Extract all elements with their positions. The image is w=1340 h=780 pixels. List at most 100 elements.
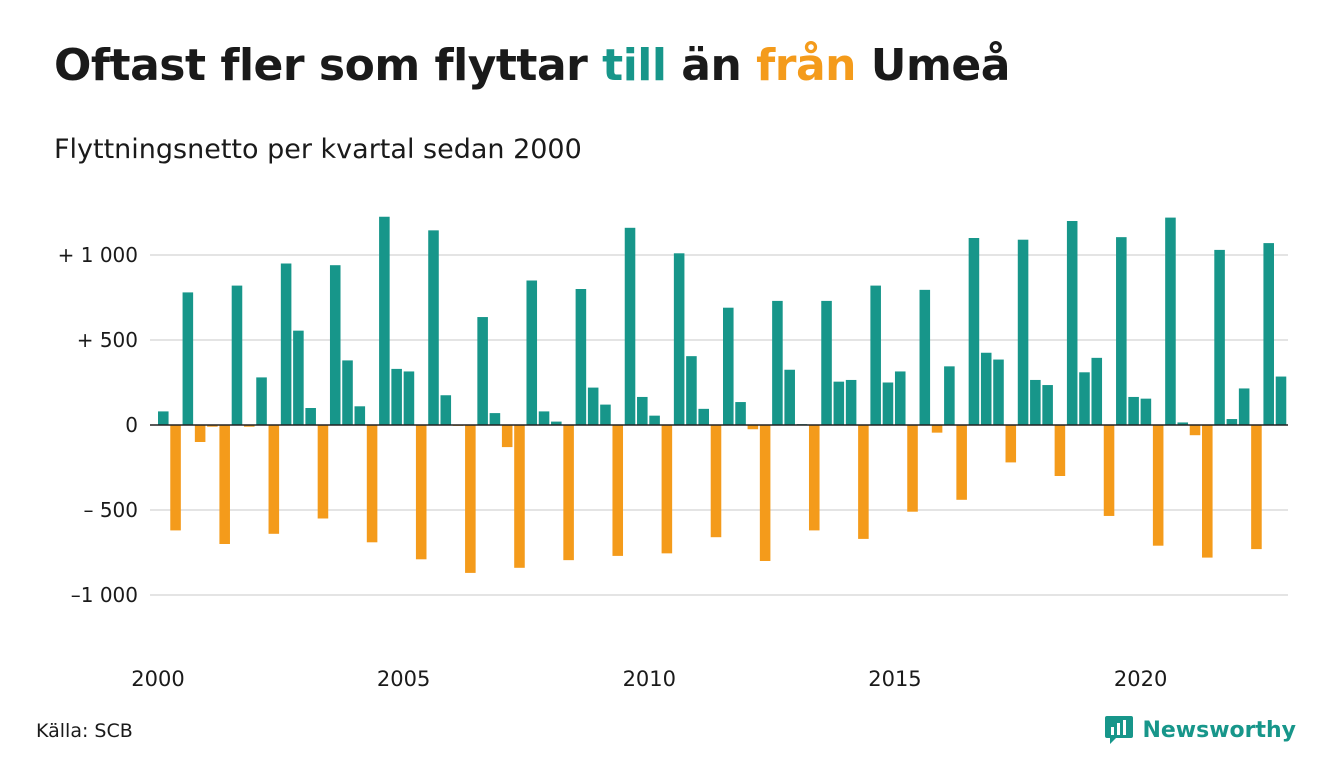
x-tick-label: 2010 (623, 667, 676, 691)
bar-negative (1202, 425, 1213, 558)
bar-positive (280, 263, 292, 425)
bar-negative (858, 425, 869, 539)
bar-positive (305, 408, 316, 425)
bar-positive (1275, 376, 1287, 425)
bar-positive (833, 381, 845, 425)
bar-positive (1042, 385, 1053, 425)
bar-positive (637, 396, 648, 425)
bar-negative (563, 425, 574, 561)
y-tick-label: + 500 (77, 328, 138, 352)
x-tick-label: 2005 (377, 667, 430, 691)
bar-positive (182, 292, 194, 425)
bar-positive (1238, 388, 1250, 425)
bar-positive (686, 356, 697, 425)
title-word-fran: från (756, 40, 856, 91)
bar-positive (1214, 249, 1225, 425)
bar-negative (1054, 425, 1066, 476)
bar-positive (784, 369, 795, 425)
bar-positive (1128, 396, 1139, 425)
bar-positive (526, 280, 538, 425)
bar-positive (1140, 398, 1152, 425)
bar-positive (673, 253, 685, 425)
title-part-3: Umeå (855, 40, 1011, 91)
bar-negative (366, 425, 378, 543)
bar-positive (845, 379, 857, 425)
bar-negative (501, 425, 513, 448)
bar-positive (1079, 372, 1090, 425)
bar-negative (931, 425, 943, 433)
bar-positive (538, 411, 550, 425)
bar-negative (514, 425, 525, 568)
bar-positive (1091, 357, 1103, 425)
bar-negative (194, 425, 206, 442)
bar-positive (821, 300, 832, 425)
bar-negative (219, 425, 230, 544)
bar-positive (403, 371, 415, 425)
bar-positive (575, 289, 587, 425)
bar-negative (907, 425, 918, 512)
bar-positive (551, 421, 562, 425)
bar-negative (612, 425, 624, 556)
bar-negative (747, 425, 759, 430)
bar-negative (1005, 425, 1017, 463)
bar-positive (735, 402, 746, 425)
bar-positive (1017, 239, 1029, 425)
bar-positive (489, 413, 501, 425)
bar-positive (256, 377, 267, 425)
bar-negative (1152, 425, 1164, 546)
bar-negative (710, 425, 722, 538)
bar-positive (1116, 237, 1127, 425)
bar-positive (440, 395, 452, 425)
bar-negative (1189, 425, 1201, 436)
title-word-till: till (602, 40, 667, 91)
bar-positive (772, 300, 783, 425)
bar-negative (465, 425, 476, 573)
bar-positive (919, 289, 931, 425)
bar-negative (1103, 425, 1115, 516)
bar-positive (649, 415, 660, 425)
bar-positive (600, 404, 611, 425)
bar-positive (944, 366, 955, 425)
bar-positive (993, 359, 1004, 425)
chart-title: Oftast fler som flyttar till än från Ume… (54, 40, 1010, 91)
bar-positive (1165, 217, 1176, 425)
bar-positive (354, 406, 366, 425)
bar-positive (158, 411, 169, 425)
bar-positive (477, 317, 488, 425)
y-tick-label: –1 000 (71, 583, 138, 607)
y-axis-labels: + 1 000 + 500 0 – 500 –1 000 (58, 243, 138, 607)
bar-positive (293, 330, 304, 425)
bar-positive (1177, 422, 1189, 425)
brand-logo: Newsworthy (1104, 714, 1296, 746)
bar-positive (587, 387, 599, 425)
bar-negative (317, 425, 329, 519)
bar-negative (661, 425, 673, 554)
newsworthy-logo-icon (1105, 716, 1134, 744)
y-tick-label: – 500 (83, 498, 138, 522)
bar-positive (698, 408, 709, 425)
source-note: Källa: SCB (36, 720, 133, 742)
bar-negative (268, 425, 280, 534)
bar-negative (170, 425, 181, 531)
bar-positive (342, 360, 353, 425)
bar-positive (231, 285, 243, 425)
bar-negative (956, 425, 967, 500)
bar-positive (882, 382, 894, 425)
bar-positive (1226, 419, 1238, 425)
bar-positive (723, 307, 734, 425)
brand-name: Newsworthy (1142, 717, 1296, 743)
bar-positive (1066, 221, 1078, 425)
bar-positive (1030, 379, 1041, 425)
bar-negative (207, 425, 218, 427)
bar-negative (243, 425, 255, 427)
title-part-2: än (666, 40, 757, 91)
bar-negative (759, 425, 771, 561)
bar-positive (329, 265, 341, 425)
bar-negative (1251, 425, 1262, 550)
title-part-1: Oftast fler som flyttar (54, 40, 603, 91)
x-axis-labels: 2000 2005 2010 2015 2020 (131, 667, 1167, 691)
bar-positive (391, 368, 402, 425)
bar-positive (624, 227, 636, 425)
bar-positive (980, 352, 992, 425)
chart-subtitle: Flyttningsnetto per kvartal sedan 2000 (54, 134, 582, 165)
